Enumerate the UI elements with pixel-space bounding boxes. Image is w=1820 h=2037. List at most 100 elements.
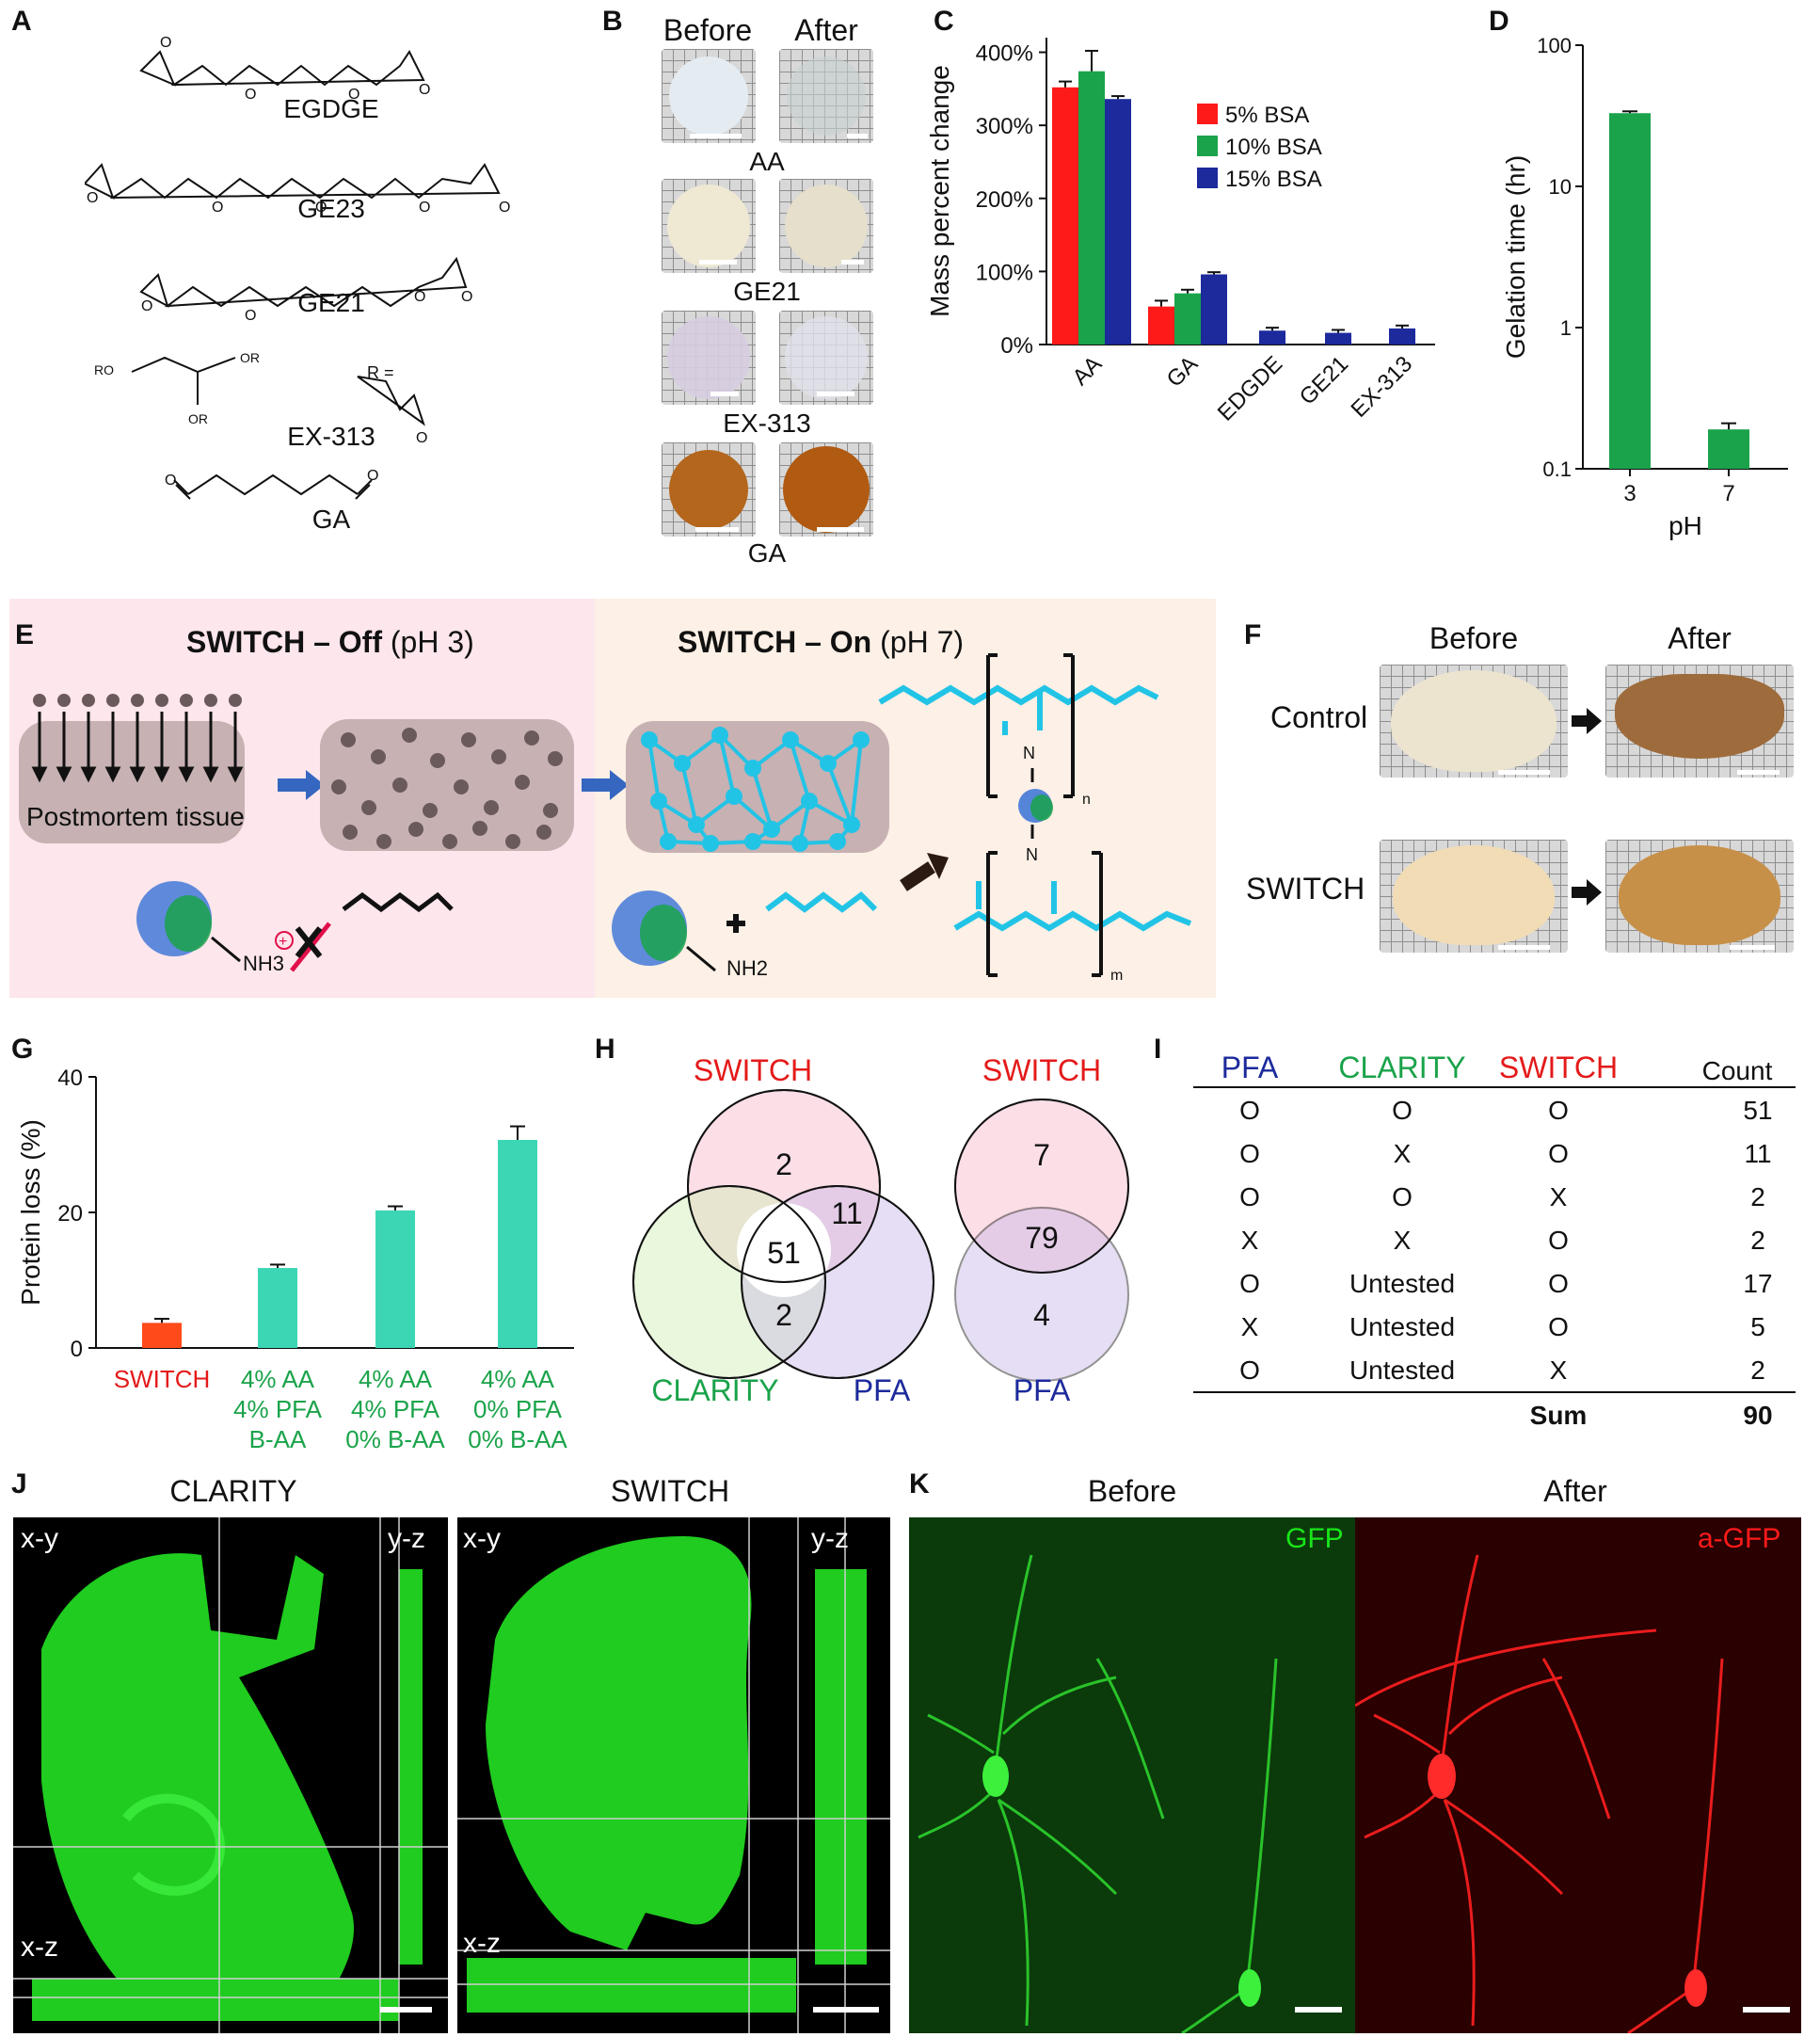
label-ge23: GE23 (297, 194, 365, 223)
f-control-before-photo (1380, 665, 1568, 778)
e-molecule-dot (331, 779, 346, 794)
table-cell: O (1548, 1312, 1569, 1341)
svg-text:O: O (419, 82, 430, 98)
c-legend-swatch (1197, 168, 1218, 188)
g-xtick-label: SWITCH (114, 1365, 211, 1393)
c-xtick-label: EX-313 (1347, 351, 1418, 423)
e-dot (106, 694, 120, 707)
table-cell: Untested (1349, 1355, 1456, 1385)
table-cell: O (1239, 1355, 1260, 1385)
c-xtick-label: GE21 (1295, 351, 1353, 409)
c-legend-swatch (1197, 136, 1218, 156)
f-switch-after-photo (1605, 840, 1794, 953)
g-xtick-label: 0% PFA (473, 1395, 563, 1423)
venn2-both: 79 (1025, 1221, 1059, 1255)
table-cell: 11 (1744, 1139, 1772, 1168)
table-cell: X (1393, 1139, 1412, 1168)
panel-d-letter: D (1489, 6, 1509, 37)
e-molecule-dot (454, 779, 469, 794)
e-molecule-dot (461, 732, 476, 747)
venn1-all: 51 (767, 1236, 801, 1270)
e-network-node (674, 755, 691, 772)
table-cell: 2 (1750, 1355, 1765, 1385)
e-arrow-head (80, 766, 97, 783)
venn2-pfa-circle (954, 1207, 1129, 1382)
venn-h: 2 11 51 2 SWITCH CLARITY PFA 7 79 4 SWIT… (632, 1053, 1129, 1407)
c-bar (1148, 306, 1174, 345)
table-cell: X (1549, 1355, 1568, 1385)
chart-c: 0% 100% 200% 300% 400% Mass percent change AA G… (925, 38, 1435, 426)
venn1-switch-label: SWITCH (694, 1053, 812, 1087)
e-molecule-dot (536, 825, 551, 840)
e-dot (82, 694, 95, 707)
k-agfp-image: a-GFP (1355, 1517, 1801, 2033)
venn1-switch-pfa: 11 (831, 1196, 862, 1230)
venn2-pfa-label: PFA (1014, 1373, 1071, 1407)
table-cell: X (1393, 1226, 1412, 1255)
e-network-node (763, 821, 780, 838)
g-xtick-label: 4% AA (481, 1365, 555, 1393)
g-bar (375, 1210, 415, 1348)
venn1-switch-only: 2 (775, 1147, 792, 1181)
svg-text:+: + (279, 934, 287, 950)
e-dot (33, 694, 46, 707)
e-network-node (782, 731, 799, 748)
panel-b-letter: B (602, 6, 623, 37)
d-ytick-label: 0.1 (1542, 457, 1572, 481)
g-ytick-label: 20 (57, 1201, 83, 1227)
e-network-node (744, 760, 761, 777)
c-bar (1174, 293, 1201, 345)
label-ga: GA (311, 505, 351, 534)
e-network-node (853, 731, 870, 748)
e-molecule-dot (343, 825, 358, 840)
e-network-node (726, 788, 742, 805)
f-header-before: Before (1429, 621, 1519, 655)
e-network-link (718, 734, 736, 797)
table-cell: O (1548, 1269, 1569, 1298)
g-xtick-label: B-AA (249, 1425, 307, 1450)
e-network-link (850, 739, 863, 826)
c-bar (1259, 330, 1285, 345)
table-cell: 5 (1750, 1312, 1765, 1341)
b-row-ge21: GE21 (733, 277, 801, 306)
panel-j-letter: J (11, 1468, 27, 1500)
e-n-label-top: N (1023, 744, 1035, 762)
g-bar (498, 1139, 537, 1348)
c-legend-label: 5% BSA (1225, 103, 1309, 128)
panel-g-letter: G (11, 1034, 34, 1065)
b-header-before: Before (663, 13, 753, 47)
e-arrow-head (56, 766, 72, 783)
k-label-gfp: GFP (1285, 1523, 1344, 1554)
f-switch-before-photo (1380, 840, 1568, 953)
e-network-link (789, 739, 811, 802)
b-ge21-after-photo (779, 179, 873, 273)
g-ytick-label: 0 (71, 1337, 83, 1362)
e-network-link (680, 762, 698, 826)
table-cell: 17 (1743, 1269, 1773, 1298)
j-title-clarity: CLARITY (169, 1474, 297, 1508)
e-nh3: NH3 (243, 952, 284, 975)
table-cell: O (1239, 1096, 1260, 1125)
e-network-node (641, 731, 658, 748)
d-xtick-label: 3 (1623, 481, 1636, 506)
panel-a-structures: O O O O O O O O O O O O O O O O RO OR OR R = (85, 35, 510, 500)
table-cell: Untested (1349, 1269, 1456, 1298)
ex313-or-bottom: OR (188, 411, 208, 426)
b-ga-after-photo (779, 442, 873, 537)
svg-text:O: O (348, 87, 359, 103)
table-cell: 2 (1750, 1226, 1765, 1255)
e-molecule-dot (361, 800, 376, 815)
e-arrow-head (104, 766, 121, 783)
e-network-link (751, 767, 774, 830)
e-arrow-head (153, 766, 170, 783)
e-molecule-dot (376, 834, 391, 849)
j-switch-xy: x-y (463, 1523, 501, 1554)
c-bar (1052, 87, 1078, 345)
venn2-pfa-only: 4 (1033, 1298, 1050, 1332)
c-ytick-label: 300% (976, 114, 1033, 139)
chart-d: 0.1 1 10 100 Gelation time (hr) 3 7 pH (1501, 34, 1788, 540)
d-ytick-label: 1 (1560, 316, 1572, 340)
j-clarity-xz: x-z (21, 1932, 58, 1963)
j-clarity-yz: y-z (388, 1523, 425, 1554)
c-ytick-label: 400% (976, 41, 1033, 67)
